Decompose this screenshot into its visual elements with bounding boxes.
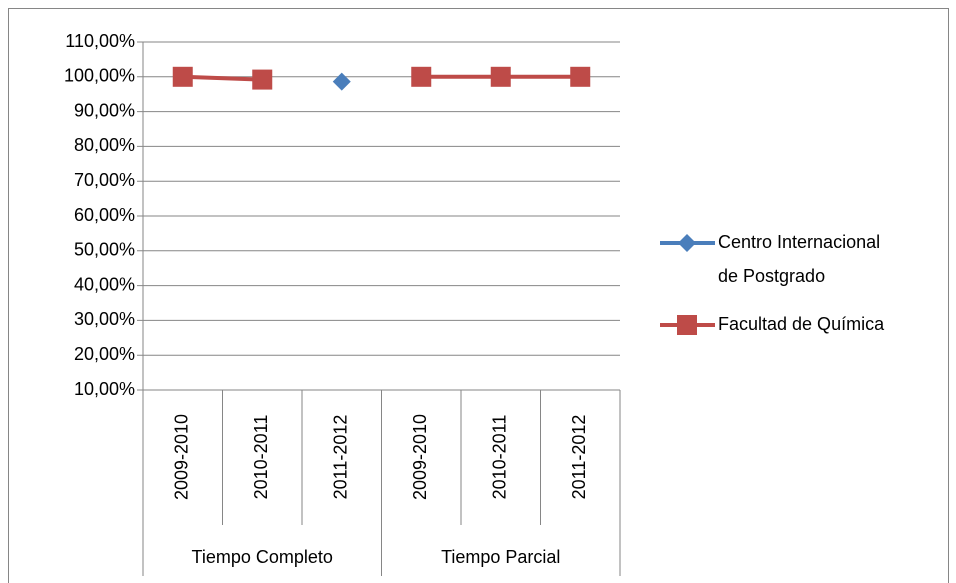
legend-marker xyxy=(677,315,697,335)
x-tick-label: 2009-2010 xyxy=(172,414,192,500)
y-tick-label: 40,00% xyxy=(74,274,135,294)
y-tick-label: 90,00% xyxy=(74,100,135,120)
chart-border xyxy=(8,8,949,583)
x-tick-label: 2009-2010 xyxy=(410,414,430,500)
y-tick-label: 60,00% xyxy=(74,205,135,225)
point xyxy=(252,69,273,90)
legend-label: Centro Internacional de Postgrado xyxy=(718,232,880,286)
point xyxy=(411,66,432,87)
x-tick-label: 2011-2012 xyxy=(331,415,351,500)
x-tick-label: 2010-2011 xyxy=(490,415,510,500)
legend-label-line: de Postgrado xyxy=(718,266,825,286)
point xyxy=(570,66,591,87)
x-tick-label: 2011-2012 xyxy=(569,415,589,500)
y-tick-label: 80,00% xyxy=(74,135,135,155)
x-tick-label: 2010-2011 xyxy=(251,415,271,500)
point xyxy=(490,66,511,87)
point xyxy=(332,72,351,91)
legend-label: Facultad de Química xyxy=(718,314,885,334)
point xyxy=(172,66,193,87)
y-tick-label: 70,00% xyxy=(74,170,135,190)
y-tick-label: 20,00% xyxy=(74,344,135,364)
legend-marker xyxy=(678,234,696,252)
legend-label-line: Centro Internacional xyxy=(718,232,880,252)
y-tick-label: 110,00% xyxy=(65,31,135,51)
y-tick-label: 100,00% xyxy=(64,66,135,86)
y-tick-label: 50,00% xyxy=(74,240,135,260)
group-label: Tiempo Parcial xyxy=(441,547,560,567)
y-tick-label: 30,00% xyxy=(74,309,135,329)
y-tick-label: 10,00% xyxy=(74,379,135,399)
group-label: Tiempo Completo xyxy=(192,547,333,567)
